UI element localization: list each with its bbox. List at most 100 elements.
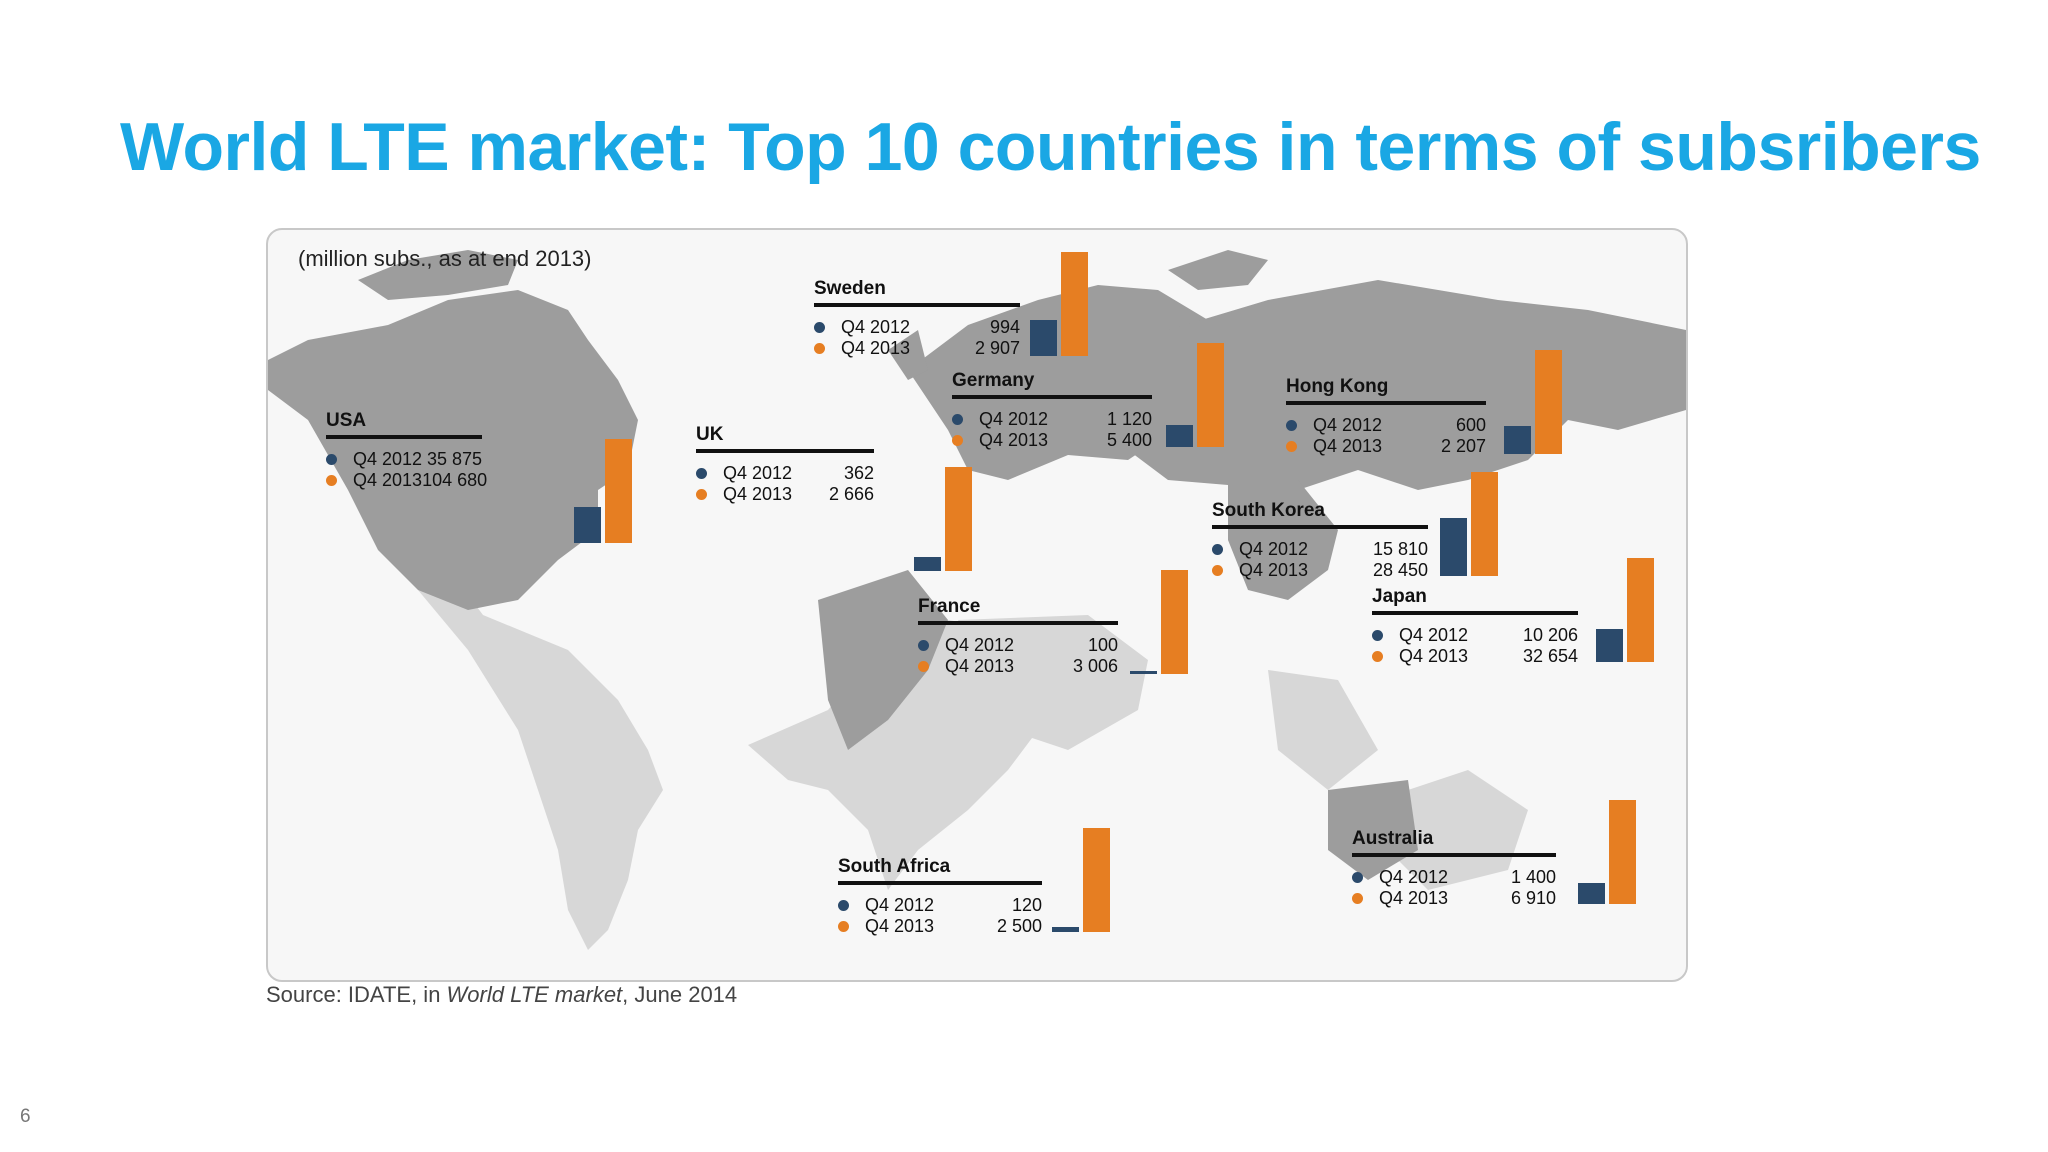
series-label: Q4 2012 [945, 635, 1015, 655]
bar-group-sweden [1030, 230, 1088, 356]
q4-2013-dot [1352, 893, 1363, 904]
source-suffix: , June 2014 [622, 982, 738, 1007]
legend-row-q4-2012: Q4 2012 600 [1286, 415, 1486, 436]
source-prefix: Source: IDATE, in [266, 982, 447, 1007]
series-label: Q4 2013 [353, 470, 423, 490]
data-label: 120 [1011, 895, 1042, 915]
legend-row-q4-2012: Q4 2012 1 400 [1352, 867, 1556, 888]
q4-2012-dot [1212, 544, 1223, 555]
series-label: Q4 2012 [1239, 539, 1309, 559]
data-label: 1 400 [1510, 867, 1556, 887]
country-name: France [918, 596, 981, 617]
data-label: 28 450 [1372, 560, 1428, 580]
country-callout-south-africa: South Africa Q4 2012 120 Q4 2013 2 500 [838, 856, 1042, 937]
q4-2012-dot [696, 468, 707, 479]
data-label: 6 910 [1510, 888, 1556, 908]
legend-row-q4-2013: Q4 2013 2 907 [814, 338, 1020, 359]
units-note: (million subs., as at end 2013) [298, 246, 592, 271]
callout-underline [1372, 611, 1578, 615]
map-panel: (million subs., as at end 2013) USA Q4 2… [266, 228, 1688, 982]
legend-row-q4-2013: Q4 2013 3 006 [918, 656, 1118, 677]
data-label: 15 810 [1372, 539, 1428, 559]
bar-q4-2012 [1596, 629, 1623, 662]
data-label: 5 400 [1106, 430, 1152, 450]
q4-2013-dot [838, 921, 849, 932]
bar-group-south-korea [1440, 230, 1498, 576]
bar-q4-2013 [1627, 558, 1654, 662]
country-name: South Africa [838, 856, 951, 877]
bar-group-hong-kong [1504, 230, 1562, 454]
country-callout-uk: UK Q4 2012 362 Q4 2013 2 666 [696, 424, 874, 505]
series-label: Q4 2012 [979, 409, 1049, 429]
callout-underline [952, 395, 1152, 399]
country-name: Japan [1372, 586, 1427, 607]
data-label: 362 [843, 463, 874, 483]
legend-row-q4-2013: Q4 2013 5 400 [952, 430, 1152, 451]
data-label: 35 875 [426, 449, 482, 469]
source-publication: World LTE market [446, 982, 623, 1007]
legend-row-q4-2013: Q4 2013 2 666 [696, 484, 874, 505]
light-landmass [418, 590, 1528, 950]
legend-row-q4-2012: Q4 2012 10 206 [1372, 625, 1578, 646]
bar-group-uk [914, 230, 972, 571]
data-label: 2 907 [974, 338, 1020, 358]
q4-2012-dot [1372, 630, 1383, 641]
bar-q4-2013 [1061, 252, 1088, 356]
legend-row-q4-2013: Q4 2013 32 654 [1372, 646, 1578, 667]
q4-2013-dot [814, 343, 825, 354]
q4-2012-dot [326, 454, 337, 465]
q4-2012-dot [814, 322, 825, 333]
data-label: 600 [1455, 415, 1486, 435]
bar-q4-2012 [1030, 320, 1057, 356]
bar-q4-2012 [574, 507, 601, 543]
bar-q4-2012 [1052, 927, 1079, 932]
country-callout-hong-kong: Hong Kong Q4 2012 600 Q4 2013 2 207 [1286, 376, 1486, 457]
series-label: Q4 2012 [1399, 625, 1469, 645]
legend-row-q4-2012: Q4 2012 1 120 [952, 409, 1152, 430]
series-label: Q4 2013 [723, 484, 793, 504]
legend-row-q4-2012: Q4 2012 15 810 [1212, 539, 1428, 560]
q4-2013-dot [326, 475, 337, 486]
bar-q4-2013 [1083, 828, 1110, 932]
q4-2013-dot [696, 489, 707, 500]
country-name: Germany [952, 370, 1035, 391]
bar-q4-2012 [1166, 425, 1193, 447]
legend-row-q4-2012: Q4 2012 35 875 [326, 449, 482, 470]
q4-2013-dot [918, 661, 929, 672]
legend-row-q4-2012: Q4 2012 100 [918, 635, 1118, 656]
legend-row-q4-2013: Q4 2013 104 680 [326, 470, 487, 491]
bar-q4-2013 [945, 467, 972, 571]
series-label: Q4 2013 [1313, 436, 1383, 456]
country-name: USA [326, 410, 367, 431]
legend-row-q4-2013: Q4 2013 6 910 [1352, 888, 1556, 909]
country-callout-usa: USA Q4 2012 35 875 Q4 2013 104 680 [326, 410, 487, 491]
data-label: 32 654 [1522, 646, 1578, 666]
source-note: Source: IDATE, in World LTE market, June… [266, 982, 737, 1008]
callout-underline [814, 303, 1020, 307]
legend-row-q4-2013: Q4 2013 2 207 [1286, 436, 1486, 457]
legend-row-q4-2013: Q4 2013 28 450 [1212, 560, 1428, 581]
data-label: 2 207 [1440, 436, 1486, 456]
page-number: 6 [20, 1106, 31, 1127]
legend-row-q4-2013: Q4 2013 2 500 [838, 916, 1042, 937]
callout-underline [1352, 853, 1556, 857]
series-label: Q4 2013 [841, 338, 911, 358]
bar-q4-2013 [1609, 800, 1636, 904]
data-label: 2 666 [828, 484, 874, 504]
data-label: 1 120 [1106, 409, 1152, 429]
country-name: Hong Kong [1286, 376, 1389, 397]
data-label: 10 206 [1522, 625, 1578, 645]
series-label: Q4 2013 [1379, 888, 1449, 908]
bar-q4-2012 [914, 557, 941, 571]
q4-2013-dot [952, 435, 963, 446]
country-callout-france: France Q4 2012 100 Q4 2013 3 006 [918, 596, 1118, 677]
series-label: Q4 2012 [841, 317, 911, 337]
bar-group-south-africa [1052, 230, 1110, 932]
q4-2013-dot [1212, 565, 1223, 576]
series-label: Q4 2012 [1313, 415, 1383, 435]
series-label: Q4 2013 [979, 430, 1049, 450]
q4-2012-dot [1352, 872, 1363, 883]
bar-q4-2013 [1471, 472, 1498, 576]
q4-2013-dot [1372, 651, 1383, 662]
q4-2012-dot [838, 900, 849, 911]
